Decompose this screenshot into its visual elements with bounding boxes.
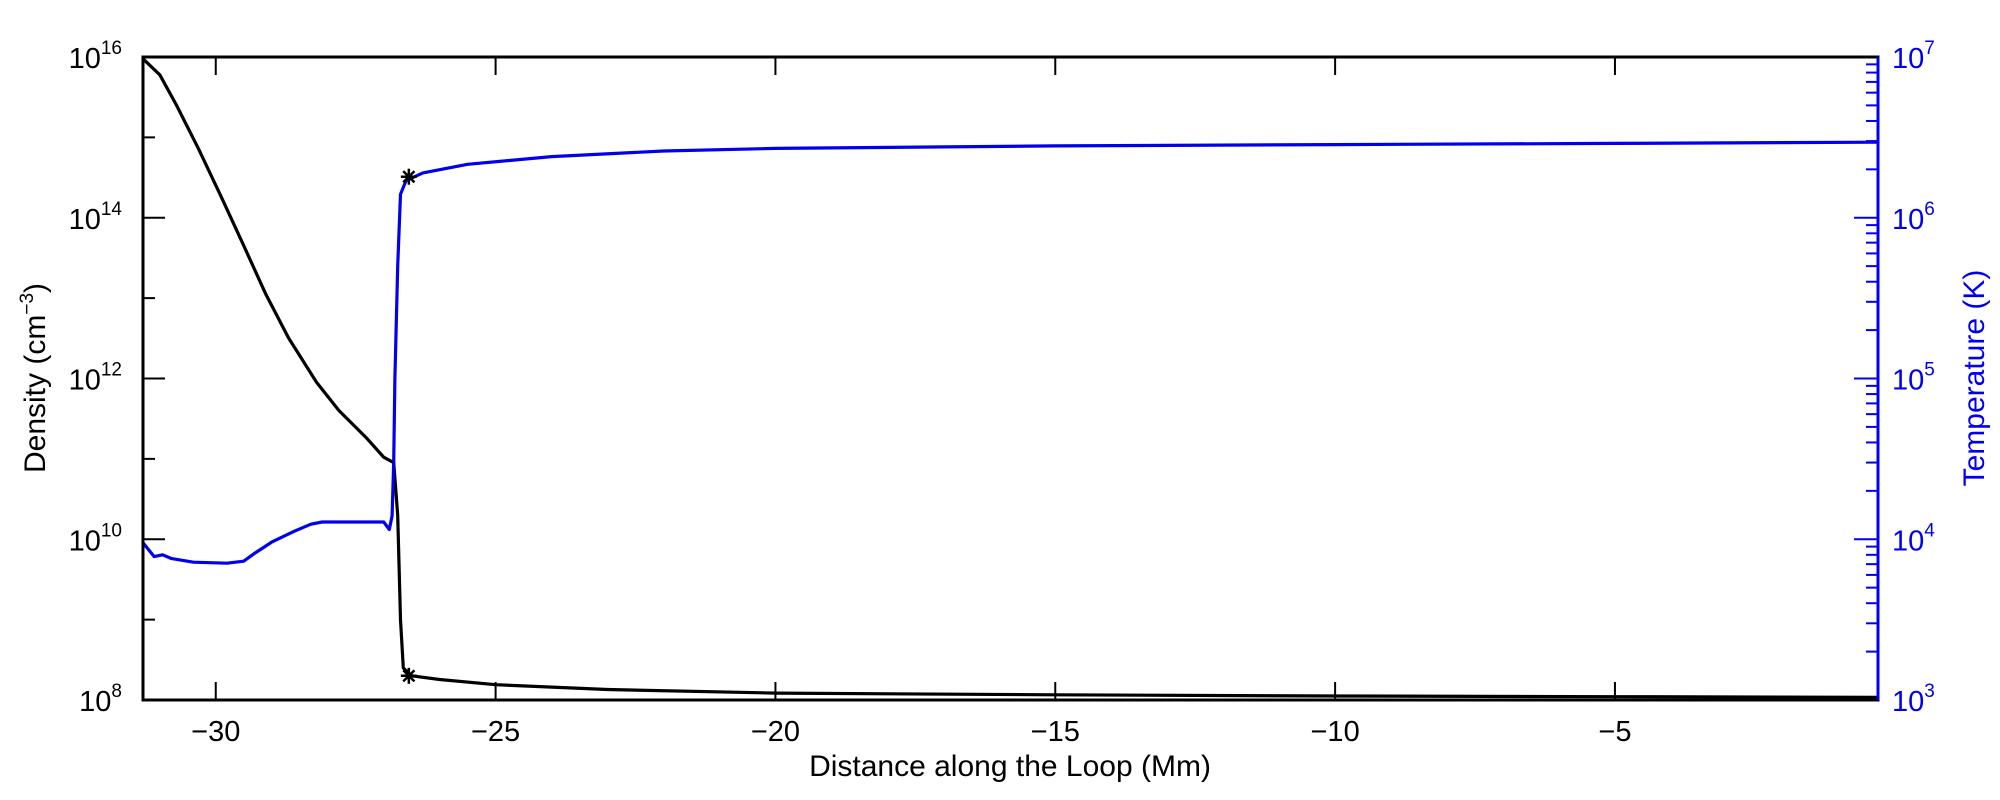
x-tick-label: −25	[471, 716, 520, 748]
density-line	[141, 57, 1880, 699]
x-tick-label: −15	[1031, 716, 1080, 748]
y-left-tick-label: 1014	[69, 199, 123, 236]
temperature-line	[141, 140, 1880, 565]
left-axis-title: Density (cm−3)	[17, 283, 52, 473]
tick-layer: −30 −25 −20 −15 −10 −5 108 1010 1012 1014 1016 103 1…	[69, 38, 1936, 748]
x-tick-label: −10	[1311, 716, 1360, 748]
x-tick-label: −20	[751, 716, 800, 748]
x-axis-title: Distance along the Loop (Mm)	[809, 750, 1211, 783]
y-right-tick-label: 106	[1892, 199, 1935, 236]
x-tick-label: −30	[191, 716, 240, 748]
plot-frame	[141, 55, 1880, 702]
series-layer	[141, 57, 1880, 699]
y-left-tick-label: 108	[79, 681, 122, 718]
y-left-tick-label: 1012	[69, 360, 122, 397]
y-right-tick-label: 104	[1892, 520, 1935, 557]
density-asterisk-marker	[400, 667, 417, 684]
marker-layer	[400, 168, 417, 684]
x-tick-label: −5	[1598, 716, 1631, 748]
right-axis-title: Temperature (K)	[1958, 270, 1991, 487]
y-left-tick-label: 1016	[69, 38, 122, 75]
y-left-tick-label: 1010	[69, 520, 122, 557]
y-right-tick-label: 105	[1892, 360, 1935, 397]
temperature-asterisk-marker	[400, 168, 417, 185]
y-right-tick-label: 107	[1892, 38, 1935, 75]
y-right-tick-label: 103	[1892, 681, 1935, 718]
